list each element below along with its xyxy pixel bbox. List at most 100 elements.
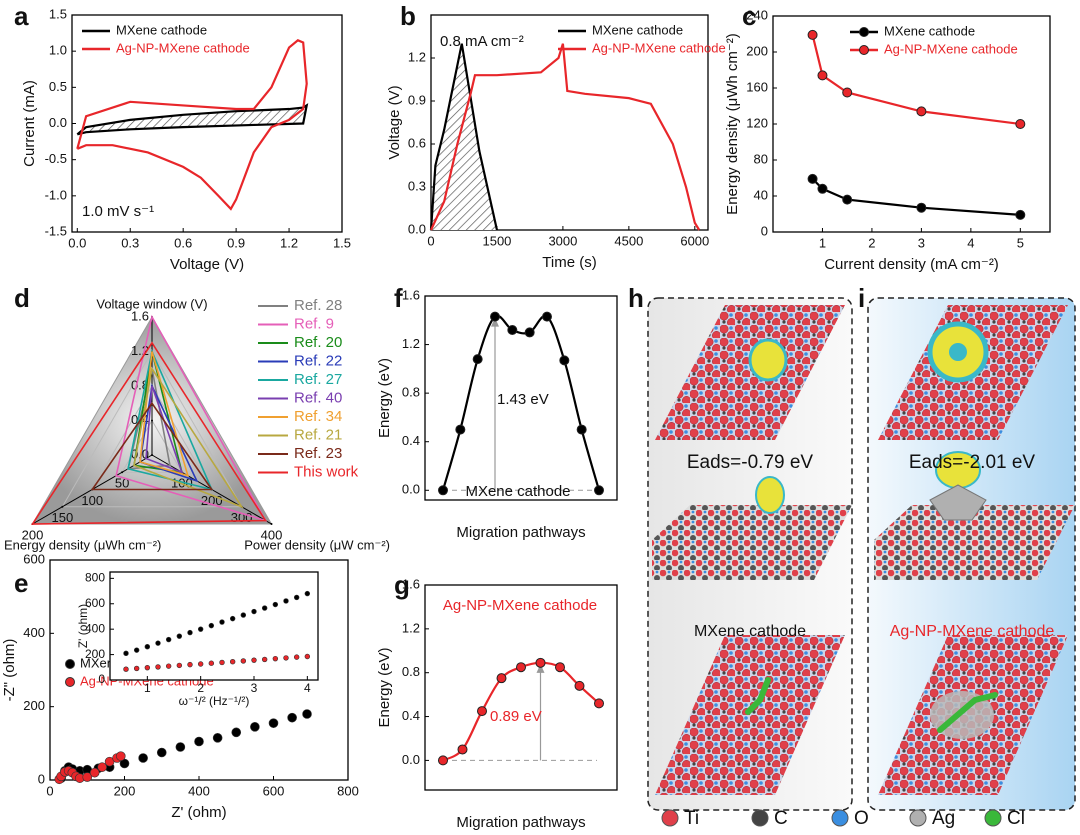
- point: [229, 615, 236, 622]
- x-tick-label: 800: [337, 783, 359, 798]
- x-tick-label: 1.2: [280, 235, 298, 250]
- point: [156, 747, 167, 758]
- y-tick-label: 0.8: [402, 664, 420, 679]
- point: [208, 622, 215, 629]
- ag-cluster: [929, 484, 987, 521]
- charge-density: [748, 338, 788, 382]
- y-tick-label: 400: [85, 621, 105, 635]
- point: [268, 718, 279, 728]
- marker: [490, 311, 500, 322]
- point: [293, 654, 300, 660]
- legend-label: Ag-NP-MXene cathode: [116, 40, 250, 55]
- point: [176, 633, 183, 639]
- y-tick-label: 1.5: [49, 6, 67, 21]
- radar-series: [133, 351, 183, 474]
- lattice-side: [874, 505, 1075, 580]
- x-tick-label: 3000: [548, 233, 577, 248]
- legend-label: Ag-NP-MXene cathode: [592, 40, 726, 55]
- y-axis-label: Voltage (V): [386, 85, 403, 159]
- x-tick-label: 400: [188, 783, 210, 798]
- y-tick-label: 40: [754, 187, 768, 202]
- point: [165, 636, 172, 643]
- x-tick-label: 5: [1017, 235, 1024, 250]
- y-tick-label: 0.0: [49, 115, 67, 130]
- y-tick-label: -1.5: [45, 223, 67, 238]
- annotation: 1.0 mV s⁻¹: [82, 203, 154, 220]
- y-tick-label: 600: [85, 596, 105, 610]
- marker: [807, 29, 818, 40]
- radar-series: [139, 351, 190, 477]
- legend-label: Ref. 21: [294, 426, 342, 443]
- y-tick-label: 120: [746, 115, 768, 130]
- marker: [1015, 209, 1026, 220]
- marker: [594, 698, 604, 709]
- atom-swatch: [984, 809, 1002, 827]
- point: [240, 658, 247, 664]
- point: [231, 727, 242, 738]
- legend-label: Ag-NP-MXene cathode: [884, 41, 1018, 56]
- radar-tick-label: 400: [261, 527, 283, 542]
- radar-tick: [121, 471, 124, 474]
- arrow-head: [491, 317, 499, 327]
- y-axis-label: Energy (eV): [376, 647, 393, 727]
- legend-label: Ref. 9: [294, 315, 334, 332]
- charge-density: [949, 343, 967, 361]
- y-tick-label: 0.8: [402, 385, 420, 400]
- y-axis-label: Energy density (μWh cm⁻²): [724, 33, 741, 215]
- marker: [555, 662, 565, 673]
- marker: [807, 173, 818, 184]
- x-axis-label: Migration pathways: [456, 814, 585, 831]
- point: [155, 664, 161, 670]
- y-tick-label: 1.2: [402, 620, 420, 635]
- radar-tick-label: 300: [231, 510, 253, 525]
- radar-tick-label: 1.6: [131, 308, 149, 323]
- y-tick-label: 160: [746, 79, 768, 94]
- point: [123, 650, 129, 657]
- radar-grid: [61, 350, 243, 508]
- x-tick-label: 4: [304, 681, 311, 695]
- lattice-top: [655, 305, 845, 440]
- point: [123, 666, 129, 672]
- plot-frame: [424, 295, 618, 501]
- point: [240, 612, 247, 618]
- marker: [457, 744, 468, 755]
- radar-series: [30, 341, 267, 525]
- y-tick-label: 1.6: [402, 287, 420, 302]
- point: [293, 594, 300, 601]
- adsorption-energy: Eads=-0.79 eV: [687, 452, 814, 473]
- legend-marker: [859, 45, 869, 55]
- legend-label: Ref. 23: [294, 445, 342, 462]
- point: [219, 659, 225, 666]
- point: [187, 629, 193, 636]
- point: [261, 656, 268, 663]
- radar-axis-label: Energy density (μWh cm⁻²): [4, 537, 161, 552]
- legend-label: MXene cathode: [592, 22, 683, 37]
- panel-label: e: [14, 568, 28, 598]
- radar-tick-label: 150: [52, 510, 74, 525]
- atom-label: C: [774, 808, 788, 829]
- point: [155, 640, 161, 646]
- point: [115, 751, 126, 761]
- y-tick-label: 600: [23, 551, 45, 566]
- x-tick-label: 0.6: [174, 235, 192, 250]
- series-line: [76, 103, 309, 136]
- y-tick-label: 0: [38, 771, 45, 786]
- legend-label: MXene cathode: [884, 23, 975, 38]
- radar-axis-label: Voltage window (V): [96, 296, 207, 311]
- x-tick-label: 4: [967, 235, 974, 250]
- x-axis-label: ω⁻¹/² (Hz⁻¹/²): [179, 694, 250, 708]
- point: [250, 722, 260, 732]
- point: [133, 665, 140, 672]
- point: [187, 661, 193, 668]
- y-tick-label: 800: [85, 571, 105, 585]
- point: [283, 598, 289, 604]
- legend-label: Ref. 28: [294, 297, 342, 314]
- annotation: 0.89 eV: [490, 708, 542, 725]
- radar-tick-label: 200: [22, 527, 44, 542]
- atom-swatch: [751, 809, 769, 827]
- y-tick-label: 80: [754, 151, 768, 166]
- radar-tick: [270, 523, 273, 525]
- curve-label: MXene cathode: [465, 483, 570, 500]
- y-tick-label: 0.3: [408, 178, 426, 193]
- y-tick-label: 0: [761, 223, 768, 238]
